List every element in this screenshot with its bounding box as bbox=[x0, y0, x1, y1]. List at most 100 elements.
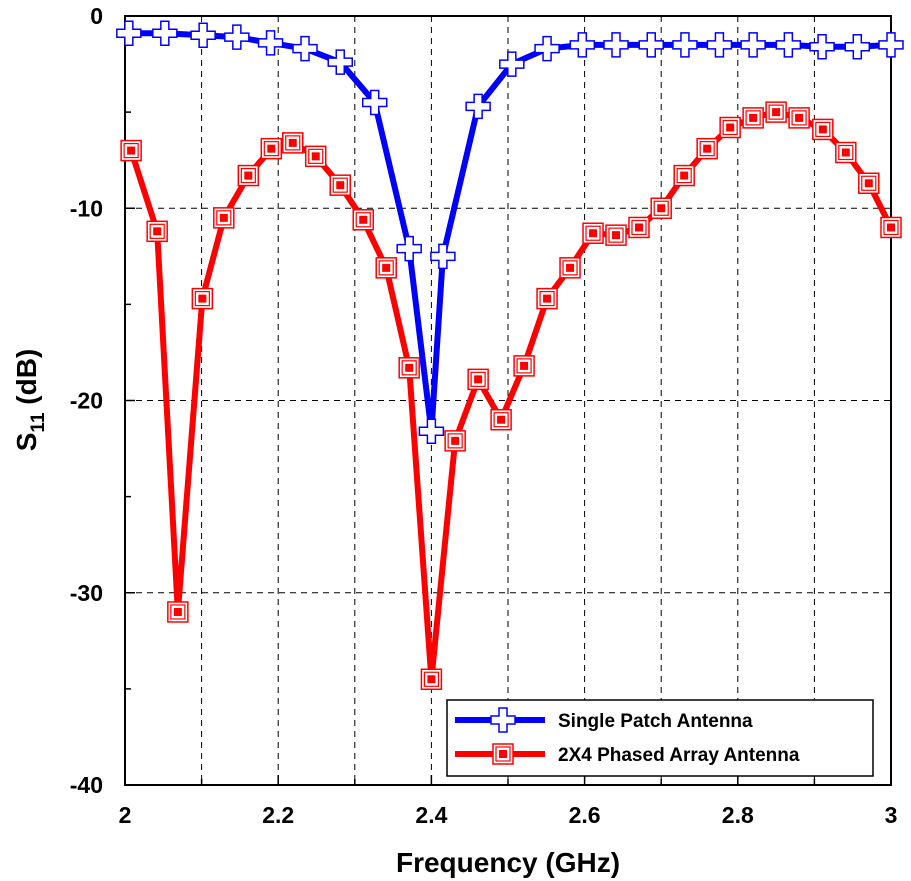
series-markers bbox=[116, 20, 904, 445]
marker-dot bbox=[795, 113, 804, 122]
marker bbox=[672, 32, 698, 58]
marker bbox=[465, 93, 491, 120]
marker bbox=[257, 30, 284, 56]
marker-inner bbox=[768, 104, 784, 120]
marker-dot bbox=[198, 294, 207, 303]
marker bbox=[396, 235, 422, 262]
marker bbox=[638, 32, 664, 58]
marker-dot bbox=[543, 294, 552, 303]
marker-inner bbox=[263, 141, 279, 157]
marker-dot bbox=[612, 231, 621, 240]
marker-inner bbox=[493, 412, 509, 428]
marker-dot bbox=[703, 144, 712, 153]
marker-dot bbox=[887, 223, 895, 232]
marker-dot bbox=[657, 204, 666, 213]
marker-inner bbox=[676, 167, 692, 184]
marker-dot bbox=[772, 108, 781, 117]
marker-inner bbox=[240, 167, 256, 184]
marker-dot bbox=[153, 227, 162, 236]
marker-dot bbox=[336, 181, 345, 190]
marker-inner bbox=[861, 175, 877, 191]
marker-dot bbox=[451, 436, 460, 445]
x-tick-label: 3 bbox=[885, 802, 898, 828]
marker-inner bbox=[170, 604, 186, 620]
marker-dot bbox=[474, 375, 483, 384]
marker bbox=[361, 89, 388, 116]
marker-dot bbox=[680, 171, 689, 180]
marker-dot bbox=[864, 179, 873, 188]
marker bbox=[569, 32, 596, 58]
marker-inner bbox=[883, 219, 899, 236]
marker-dot bbox=[726, 123, 735, 132]
marker-dot bbox=[427, 675, 436, 684]
marker-inner bbox=[123, 142, 139, 159]
marker bbox=[706, 32, 733, 58]
marker-inner bbox=[585, 225, 601, 241]
marker-dot bbox=[841, 148, 850, 157]
marker bbox=[844, 34, 871, 60]
marker-dot bbox=[405, 363, 414, 372]
marker bbox=[809, 34, 835, 60]
marker-inner bbox=[539, 291, 555, 307]
series-line bbox=[128, 109, 894, 683]
y-label-main: S bbox=[11, 433, 42, 452]
y-axis-label: S11 (dB) bbox=[11, 349, 49, 452]
marker-dot bbox=[267, 144, 276, 153]
y-tick-label: -30 bbox=[70, 580, 103, 606]
marker-inner bbox=[699, 141, 715, 157]
legend-label: Single Patch Antenna bbox=[558, 711, 753, 732]
marker-inner bbox=[401, 360, 417, 376]
marker-inner bbox=[516, 358, 532, 374]
x-tick-label: 2.8 bbox=[722, 802, 754, 828]
marker-dot bbox=[359, 215, 368, 224]
marker-dot bbox=[499, 750, 507, 758]
marker bbox=[740, 32, 766, 58]
marker-inner bbox=[216, 210, 232, 226]
marker bbox=[775, 32, 802, 58]
plot-frame bbox=[124, 15, 892, 786]
y-tick-label: -20 bbox=[70, 388, 103, 414]
marker-dot bbox=[311, 152, 320, 161]
marker-dot bbox=[497, 415, 506, 424]
marker-dot bbox=[520, 361, 529, 370]
marker-inner bbox=[149, 223, 165, 239]
x-axis-label: Frequency (GHz) bbox=[396, 847, 620, 878]
marker-dot bbox=[219, 213, 228, 222]
x-tick-label: 2 bbox=[119, 802, 132, 828]
legend-label: 2X4 Phased Array Antenna bbox=[558, 745, 800, 766]
marker-inner bbox=[470, 371, 486, 387]
marker bbox=[490, 707, 516, 733]
marker-inner bbox=[722, 119, 738, 136]
marker-dot bbox=[634, 223, 643, 232]
marker bbox=[878, 32, 904, 58]
marker bbox=[292, 35, 318, 62]
marker-dot bbox=[589, 229, 598, 238]
series-line bbox=[128, 30, 892, 435]
y-label-sub: 11 bbox=[28, 412, 49, 433]
marker bbox=[152, 20, 178, 47]
marker bbox=[224, 24, 250, 50]
marker-dot bbox=[173, 607, 182, 616]
x-tick-label: 2.6 bbox=[569, 802, 601, 828]
legend: Single Patch Antenna 2X4 Phased Array Ant… bbox=[446, 699, 874, 777]
marker-inner bbox=[308, 148, 324, 164]
marker-inner bbox=[815, 121, 831, 138]
marker-dot bbox=[382, 263, 391, 272]
marker-dot bbox=[566, 263, 575, 272]
marker-inner bbox=[355, 212, 371, 228]
marker bbox=[430, 243, 456, 270]
marker-inner bbox=[332, 177, 348, 193]
x-tick-label: 2.4 bbox=[415, 802, 447, 828]
series-markers bbox=[120, 101, 902, 691]
y-tick-label: 0 bbox=[90, 3, 103, 29]
marker-inner bbox=[447, 433, 463, 449]
marker-inner bbox=[194, 291, 210, 307]
marker-inner bbox=[745, 110, 761, 126]
marker bbox=[116, 20, 142, 47]
marker-inner bbox=[378, 260, 394, 276]
marker-dot bbox=[127, 146, 136, 155]
marker-inner bbox=[495, 746, 511, 762]
marker bbox=[534, 35, 560, 62]
marker-inner bbox=[608, 227, 624, 243]
